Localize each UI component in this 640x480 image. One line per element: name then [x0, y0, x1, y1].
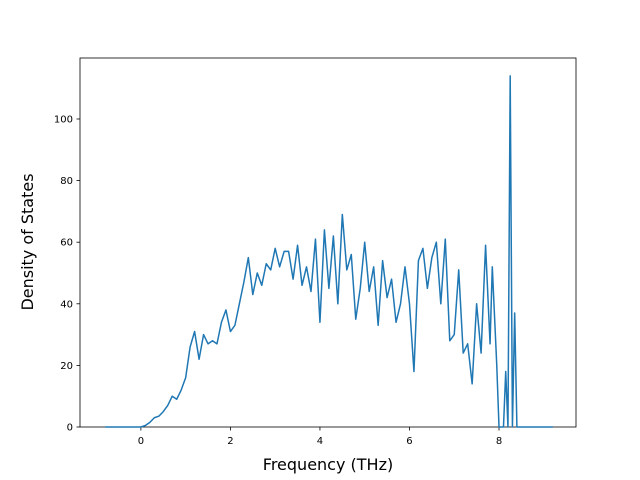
x-tick-label: 2	[227, 436, 233, 447]
y-tick-label: 0	[67, 423, 73, 434]
x-axis-label: Frequency (THz)	[263, 455, 393, 474]
x-tick-label: 8	[496, 436, 502, 447]
x-tick-label: 6	[406, 436, 412, 447]
plot-frame	[79, 57, 577, 428]
y-tick-label: 100	[54, 114, 73, 125]
y-tick-label: 60	[60, 238, 73, 249]
line-series	[105, 75, 553, 428]
x-tick-label: 0	[138, 436, 144, 447]
y-tick-label: 40	[60, 299, 73, 310]
y-axis-label: Density of States	[18, 173, 37, 310]
y-tick-label: 80	[60, 176, 73, 187]
x-tick-label: 4	[317, 436, 323, 447]
y-tick-label: 20	[60, 361, 73, 372]
